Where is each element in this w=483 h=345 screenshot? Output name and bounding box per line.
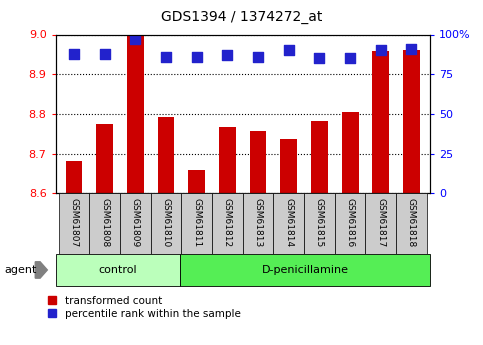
Point [101, 51, 109, 56]
Bar [96, 124, 113, 193]
FancyBboxPatch shape [273, 193, 304, 254]
FancyBboxPatch shape [212, 193, 243, 254]
Text: GSM61809: GSM61809 [131, 198, 140, 247]
Text: GSM61815: GSM61815 [315, 198, 324, 247]
Text: D-penicillamine: D-penicillamine [262, 265, 349, 275]
Bar [280, 139, 297, 193]
Text: GSM61814: GSM61814 [284, 198, 293, 247]
Text: GSM61817: GSM61817 [376, 198, 385, 247]
Bar [157, 117, 174, 193]
Point [285, 48, 293, 53]
Point [408, 46, 415, 51]
FancyBboxPatch shape [151, 193, 181, 254]
Text: GSM61812: GSM61812 [223, 198, 232, 247]
Text: GSM61810: GSM61810 [161, 198, 170, 247]
FancyBboxPatch shape [58, 193, 89, 254]
FancyBboxPatch shape [181, 193, 212, 254]
Point [193, 54, 200, 59]
Point [70, 51, 78, 56]
Text: GSM61813: GSM61813 [254, 198, 263, 247]
Bar [66, 161, 83, 193]
Text: GSM61807: GSM61807 [70, 198, 78, 247]
FancyBboxPatch shape [243, 193, 273, 254]
Legend: transformed count, percentile rank within the sample: transformed count, percentile rank withi… [44, 292, 245, 323]
Bar [372, 51, 389, 193]
Bar [219, 127, 236, 193]
Bar [188, 170, 205, 193]
Bar [403, 50, 420, 193]
Point [254, 54, 262, 59]
Bar [127, 34, 144, 193]
Bar [341, 112, 358, 193]
Text: agent: agent [5, 265, 37, 275]
Point [315, 56, 323, 61]
FancyBboxPatch shape [89, 193, 120, 254]
Bar [311, 121, 328, 193]
FancyBboxPatch shape [335, 193, 366, 254]
FancyBboxPatch shape [304, 193, 335, 254]
Point [224, 52, 231, 58]
Point [131, 37, 139, 42]
Point [346, 56, 354, 61]
FancyArrow shape [35, 262, 47, 278]
FancyBboxPatch shape [366, 193, 396, 254]
FancyBboxPatch shape [120, 193, 151, 254]
Text: GSM61818: GSM61818 [407, 198, 416, 247]
Text: control: control [99, 265, 137, 275]
Bar [250, 130, 267, 193]
Text: GSM61816: GSM61816 [346, 198, 355, 247]
FancyBboxPatch shape [396, 193, 427, 254]
Point [377, 48, 384, 53]
Point [162, 54, 170, 59]
Text: GSM61808: GSM61808 [100, 198, 109, 247]
Text: GDS1394 / 1374272_at: GDS1394 / 1374272_at [161, 10, 322, 24]
Text: GSM61811: GSM61811 [192, 198, 201, 247]
